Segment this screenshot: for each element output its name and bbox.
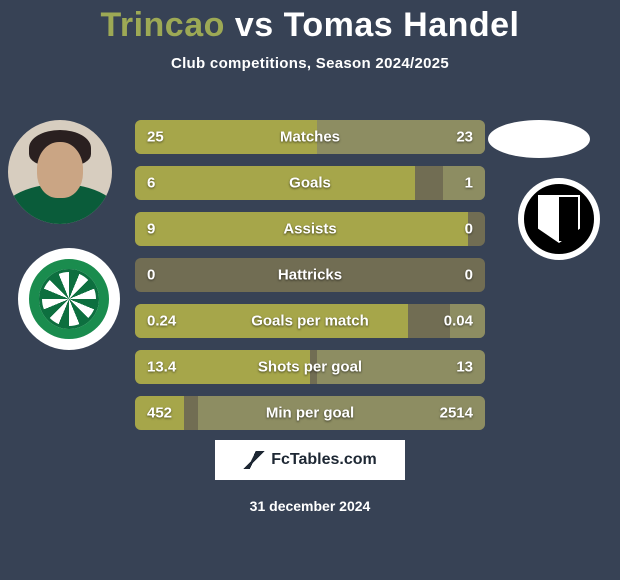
stat-value-right: 0 xyxy=(465,221,473,238)
stat-label: Matches xyxy=(280,129,340,146)
player1-avatar xyxy=(8,120,112,224)
stat-value-right: 13 xyxy=(456,359,473,376)
comparison-title: Trincao vs Tomas Handel xyxy=(0,0,620,45)
stat-value-right: 0.04 xyxy=(444,313,473,330)
stat-bar: 0.24 Goals per match 0.04 xyxy=(135,304,485,338)
stat-value-right: 2514 xyxy=(440,405,473,422)
player2-name: Tomas Handel xyxy=(284,6,520,44)
stat-value-left: 452 xyxy=(147,405,172,422)
stat-label: Shots per goal xyxy=(258,359,362,376)
player1-name: Trincao xyxy=(100,6,224,44)
stat-bar-fill-left xyxy=(135,166,415,200)
stat-value-left: 0.24 xyxy=(147,313,176,330)
date-label: 31 december 2024 xyxy=(250,498,371,514)
brand-text: FcTables.com xyxy=(271,451,377,469)
stat-bar: 0 Hattricks 0 xyxy=(135,258,485,292)
stat-value-left: 6 xyxy=(147,175,155,192)
stat-value-left: 9 xyxy=(147,221,155,238)
vs-label: vs xyxy=(235,6,274,44)
stat-bar: 13.4 Shots per goal 13 xyxy=(135,350,485,384)
stat-label: Min per goal xyxy=(266,405,354,422)
stat-value-left: 0 xyxy=(147,267,155,284)
stat-bar: 452 Min per goal 2514 xyxy=(135,396,485,430)
brand-badge: FcTables.com xyxy=(215,440,405,480)
player2-club-crest xyxy=(518,178,600,260)
stat-bar: 9 Assists 0 xyxy=(135,212,485,246)
stat-value-right: 23 xyxy=(456,129,473,146)
stat-value-right: 0 xyxy=(465,267,473,284)
stat-bar: 6 Goals 1 xyxy=(135,166,485,200)
stat-value-left: 13.4 xyxy=(147,359,176,376)
stat-label: Goals xyxy=(289,175,331,192)
player2-avatar-placeholder xyxy=(488,120,590,158)
brand-bar-icon xyxy=(243,451,265,469)
stat-label: Hattricks xyxy=(278,267,342,284)
stat-value-left: 25 xyxy=(147,129,164,146)
stat-bar: 25 Matches 23 xyxy=(135,120,485,154)
subtitle: Club competitions, Season 2024/2025 xyxy=(0,55,620,72)
stat-bars-container: 25 Matches 23 6 Goals 1 9 Assists 0 0 Hattricks 0 0.… xyxy=(135,120,485,442)
stat-value-right: 1 xyxy=(465,175,473,192)
player1-club-crest xyxy=(18,248,120,350)
stat-label: Goals per match xyxy=(251,313,369,330)
stat-label: Assists xyxy=(283,221,336,238)
